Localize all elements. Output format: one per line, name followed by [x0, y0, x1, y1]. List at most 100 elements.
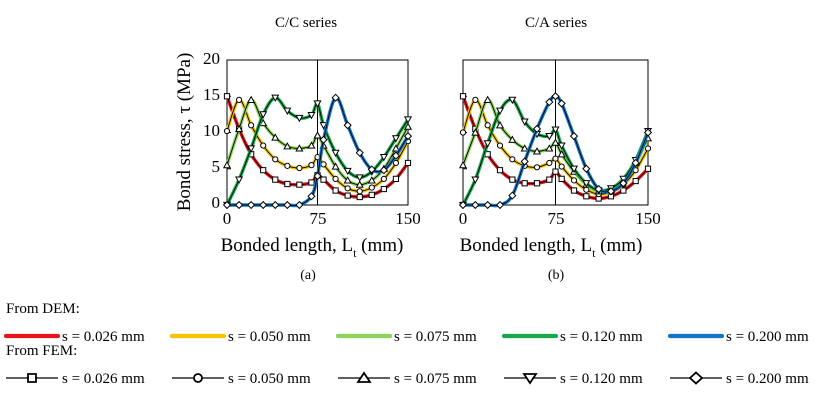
fem-marker-ca-3	[569, 165, 579, 173]
fem-marker-ca-1	[644, 145, 652, 152]
legend-fem-marker-1	[193, 373, 203, 383]
panel-title-ca: C/A series	[525, 15, 587, 31]
legend-dem-label-2: s = 0.075 mm	[394, 329, 477, 345]
fem-marker-ca-4	[483, 200, 492, 210]
fem-marker-ca-3	[520, 118, 529, 126]
fem-marker-ca-0	[644, 165, 652, 172]
legend-fem-marker-0	[27, 373, 37, 383]
fem-marker-ca-1	[496, 142, 504, 149]
fem-marker-cc-4	[313, 171, 322, 181]
fem-marker-ca-0	[546, 176, 553, 183]
fem-marker-cc-4	[295, 200, 304, 210]
fem-marker-cc-0	[404, 159, 412, 167]
legend-dem-label-4: s = 0.200 mm	[726, 329, 809, 345]
fem-marker-cc-0	[320, 176, 327, 183]
legend-fem-label-1: s = 0.050 mm	[228, 371, 311, 387]
fem-marker-cc-4	[331, 93, 340, 102]
fem-marker-ca-4	[569, 132, 579, 141]
legend-fem-label-4: s = 0.200 mm	[726, 371, 809, 387]
fem-marker-ca-3	[483, 140, 492, 148]
fem-marker-cc-1	[260, 142, 267, 149]
fem-marker-cc-3	[247, 145, 256, 153]
fem-marker-cc-3	[235, 176, 244, 184]
fem-marker-ca-1	[484, 122, 491, 129]
fem-marker-ca-2	[508, 135, 517, 143]
fem-marker-ca-4	[458, 200, 468, 210]
legend-fem-heading: From FEM:	[6, 343, 77, 359]
fem-marker-cc-4	[222, 200, 232, 210]
legend-dem-label-1: s = 0.050 mm	[228, 329, 311, 345]
fem-marker-cc-4	[307, 192, 316, 201]
fem-marker-ca-2	[520, 144, 529, 152]
fem-marker-cc-3	[403, 116, 413, 124]
fem-marker-ca-0	[583, 193, 590, 200]
fem-marker-ca-4	[606, 187, 616, 196]
fem-marker-cc-2	[331, 162, 340, 170]
fem-marker-ca-3	[582, 180, 591, 188]
fem-marker-cc-1	[223, 127, 231, 135]
fem-marker-ca-4	[471, 200, 480, 210]
fem-marker-cc-0	[356, 193, 363, 201]
fem-marker-ca-3	[551, 126, 560, 134]
fem-marker-cc-2	[355, 180, 364, 188]
fem-marker-cc-0	[344, 192, 351, 199]
fem-marker-ca-0	[496, 167, 504, 174]
ytick-label: 5	[212, 157, 221, 176]
fem-marker-cc-0	[272, 176, 279, 183]
fem-marker-cc-4	[355, 148, 364, 157]
fem-marker-cc-3	[343, 167, 352, 176]
fem-marker-ca-4	[582, 164, 591, 173]
fem-marker-cc-0	[308, 179, 315, 186]
fem-marker-cc-4	[283, 200, 292, 210]
fem-marker-ca-3	[471, 176, 480, 184]
fem-marker-ca-0	[558, 175, 565, 182]
fem-marker-ca-1	[459, 129, 467, 136]
fem-marker-cc-2	[367, 176, 376, 184]
ytick-label: 0	[212, 193, 221, 212]
fem-marker-cc-1	[248, 122, 255, 129]
fem-marker-cc-2	[403, 122, 413, 130]
fem-marker-ca-2	[545, 144, 554, 152]
fem-marker-cc-4	[391, 151, 401, 160]
fem-marker-cc-2	[391, 144, 400, 152]
fem-marker-cc-1	[332, 175, 339, 182]
ytick-label: 20	[203, 49, 220, 68]
fem-marker-cc-3	[313, 100, 322, 108]
xtick-label: 0	[223, 209, 232, 228]
panel-title-cc: C/C series	[275, 15, 337, 31]
fem-marker-ca-1	[509, 156, 516, 163]
fem-marker-cc-2	[222, 160, 232, 169]
fem-marker-cc-1	[296, 164, 303, 172]
fem-marker-cc-4	[234, 200, 244, 210]
fem-marker-ca-0	[533, 180, 541, 187]
fem-marker-ca-3	[495, 107, 505, 115]
fem-marker-cc-1	[344, 185, 351, 192]
xtick-label: 0	[459, 209, 468, 228]
fem-marker-cc-3	[283, 107, 292, 115]
x-axis-label-ca: Bonded length, Lt (mm)	[460, 235, 643, 260]
fem-marker-ca-2	[495, 121, 505, 129]
fem-marker-cc-4	[319, 135, 328, 144]
fem-marker-ca-3	[545, 133, 554, 141]
fem-marker-ca-0	[459, 93, 467, 100]
fem-marker-cc-2	[247, 95, 256, 103]
legend-fem-label-0: s = 0.026 mm	[62, 371, 145, 387]
fem-marker-ca-4	[520, 157, 529, 166]
xtick-label: 75	[548, 209, 565, 228]
fem-marker-ca-0	[552, 168, 559, 175]
fem-marker-ca-1	[570, 177, 578, 184]
fem-marker-ca-4	[508, 191, 517, 200]
fem-marker-cc-0	[260, 167, 267, 174]
fem-marker-cc-2	[295, 144, 304, 152]
fem-marker-ca-4	[643, 128, 653, 137]
fem-marker-ca-4	[594, 184, 603, 194]
fem-marker-cc-0	[223, 93, 231, 100]
fem-marker-ca-1	[558, 163, 565, 170]
fem-marker-cc-3	[271, 94, 280, 102]
fem-marker-cc-1	[272, 156, 279, 163]
fem-marker-cc-4	[247, 200, 256, 210]
fem-marker-cc-2	[283, 142, 292, 150]
fem-marker-ca-2	[557, 150, 566, 158]
legend-dem-heading: From DEM:	[6, 301, 80, 317]
fem-marker-cc-0	[284, 180, 291, 188]
